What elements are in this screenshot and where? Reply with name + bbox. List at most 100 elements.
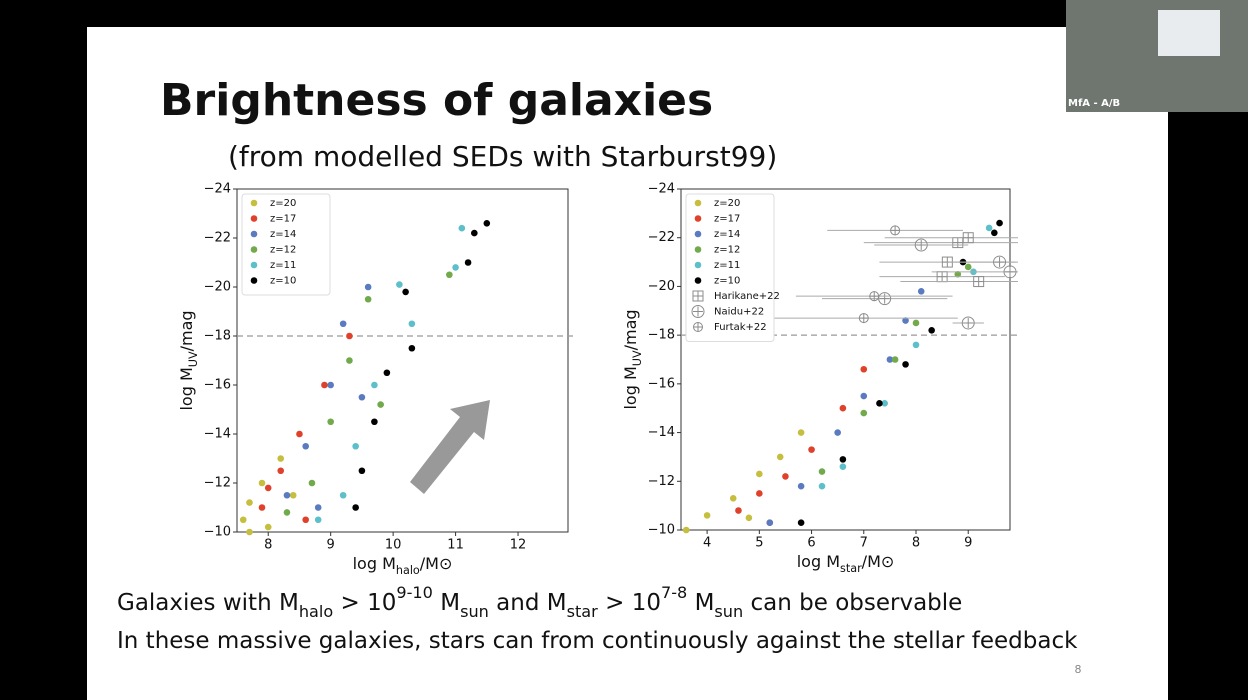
point bbox=[321, 381, 328, 389]
plot-area bbox=[680, 188, 1011, 531]
body-line: Galaxies with Mhalo > 109-10 Msun and Ms… bbox=[117, 583, 962, 621]
text-segment: /M⊙ bbox=[420, 554, 453, 573]
point bbox=[283, 491, 291, 499]
point bbox=[327, 418, 334, 426]
point bbox=[471, 229, 478, 237]
slide bbox=[87, 27, 1168, 700]
point bbox=[860, 409, 868, 417]
point bbox=[818, 482, 826, 490]
point bbox=[693, 322, 703, 332]
point bbox=[352, 504, 359, 511]
x-tick-label: 9 bbox=[964, 536, 972, 551]
point bbox=[756, 470, 763, 478]
y-tick-label: −24 bbox=[648, 182, 675, 197]
text-segment: sun bbox=[714, 602, 743, 621]
x-tick-label: 10 bbox=[385, 538, 402, 553]
point bbox=[735, 507, 742, 514]
text-segment: UV bbox=[631, 350, 644, 366]
y-axis-label: log MUV/mag bbox=[177, 310, 200, 410]
point bbox=[996, 219, 1003, 227]
legend-label: z=11 bbox=[270, 260, 296, 271]
x-tick-label: 8 bbox=[264, 538, 272, 553]
point bbox=[250, 199, 258, 207]
text-segment: star bbox=[840, 562, 862, 575]
point bbox=[860, 392, 868, 400]
point bbox=[692, 290, 704, 302]
point-shape bbox=[961, 316, 975, 330]
point bbox=[694, 277, 702, 284]
point bbox=[377, 401, 384, 408]
point bbox=[694, 261, 702, 269]
legend-label: Naidu+22 bbox=[714, 307, 764, 318]
point bbox=[346, 357, 353, 364]
point bbox=[358, 467, 366, 475]
point bbox=[289, 491, 297, 499]
point bbox=[396, 281, 403, 288]
point bbox=[314, 504, 322, 511]
legend-label: z=12 bbox=[714, 245, 740, 256]
point bbox=[703, 512, 711, 519]
text-segment: /mag bbox=[177, 310, 196, 351]
legend-label: z=10 bbox=[270, 276, 296, 287]
y-tick-label: −10 bbox=[648, 523, 675, 538]
point bbox=[308, 479, 316, 487]
y-tick-label: −22 bbox=[648, 230, 675, 245]
y-tick-label: −12 bbox=[204, 476, 231, 491]
x-axis-label: log Mstar/M⊙ bbox=[797, 552, 895, 575]
legend-label: Harikane+22 bbox=[714, 291, 780, 302]
text-segment: sun bbox=[460, 602, 489, 621]
point bbox=[782, 473, 789, 480]
point bbox=[839, 456, 847, 463]
legend-box bbox=[685, 193, 775, 342]
point bbox=[839, 404, 847, 412]
point bbox=[964, 263, 972, 271]
point-shape bbox=[1003, 265, 1017, 279]
point bbox=[928, 326, 935, 334]
arrow bbox=[410, 400, 490, 494]
point bbox=[745, 514, 753, 522]
text-segment: Galaxies with M bbox=[117, 590, 299, 616]
y-tick-label: −20 bbox=[648, 279, 675, 294]
point bbox=[694, 230, 702, 238]
point-shape bbox=[878, 292, 892, 306]
point bbox=[258, 504, 266, 511]
point bbox=[452, 264, 459, 271]
text-segment: log M bbox=[621, 366, 640, 409]
text-segment: /mag bbox=[621, 309, 640, 350]
legend-label: z=10 bbox=[714, 276, 740, 287]
point bbox=[766, 519, 774, 526]
text-segment: halo bbox=[299, 602, 333, 621]
point bbox=[314, 516, 322, 524]
point bbox=[250, 215, 258, 222]
point bbox=[991, 229, 998, 237]
point bbox=[1003, 265, 1017, 279]
legend-label: z=20 bbox=[270, 198, 296, 209]
point bbox=[358, 393, 366, 401]
y-tick-label: −18 bbox=[648, 328, 675, 343]
point-shape bbox=[691, 305, 705, 318]
point bbox=[902, 317, 909, 324]
point bbox=[808, 446, 815, 453]
x-tick-label: 9 bbox=[327, 538, 335, 553]
point bbox=[371, 381, 378, 389]
legend-label: z=17 bbox=[714, 214, 740, 225]
point bbox=[302, 516, 309, 524]
point bbox=[961, 316, 975, 330]
text-segment: In these massive galaxies, stars can fro… bbox=[117, 628, 1078, 654]
y-tick-label: −14 bbox=[204, 427, 231, 442]
point bbox=[694, 199, 702, 207]
point bbox=[869, 291, 880, 302]
point bbox=[402, 288, 409, 296]
point bbox=[239, 516, 247, 524]
point bbox=[371, 418, 378, 426]
point bbox=[834, 429, 841, 436]
point bbox=[797, 519, 805, 526]
point bbox=[408, 344, 416, 352]
text-segment: M bbox=[687, 590, 714, 616]
x-tick-label: 8 bbox=[912, 536, 920, 551]
y-tick-label: −16 bbox=[204, 378, 231, 393]
point bbox=[682, 526, 690, 534]
webcam bbox=[1066, 0, 1248, 112]
point bbox=[277, 467, 285, 475]
